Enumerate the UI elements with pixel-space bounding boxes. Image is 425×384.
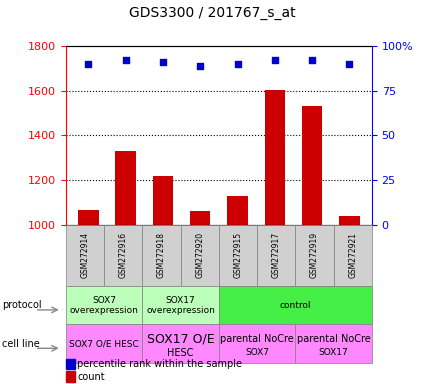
Text: GSM272921: GSM272921: [348, 232, 357, 278]
Text: SOX7
overexpression: SOX7 overexpression: [70, 296, 139, 315]
Text: SOX17
overexpression: SOX17 overexpression: [146, 296, 215, 315]
Point: [346, 61, 353, 67]
Text: GSM272914: GSM272914: [80, 232, 90, 278]
Bar: [302, 106, 323, 225]
Bar: [265, 89, 285, 225]
Text: GDS3300 / 201767_s_at: GDS3300 / 201767_s_at: [129, 6, 296, 20]
Point: [309, 57, 316, 63]
Text: parental NoCre: parental NoCre: [220, 334, 294, 344]
Point: [122, 57, 129, 63]
Bar: [78, 210, 99, 225]
Text: GSM272918: GSM272918: [157, 232, 166, 278]
Bar: [115, 151, 136, 225]
Bar: [339, 216, 360, 225]
Text: SOX17: SOX17: [319, 348, 348, 357]
Text: GSM272915: GSM272915: [233, 232, 243, 278]
Text: GSM272916: GSM272916: [119, 232, 128, 278]
Text: SOX7: SOX7: [245, 348, 269, 357]
Text: GSM272919: GSM272919: [310, 232, 319, 278]
Point: [272, 57, 278, 63]
Bar: [190, 211, 210, 225]
Bar: [227, 195, 248, 225]
Text: count: count: [77, 372, 105, 382]
Text: SOX7 O/E HESC: SOX7 O/E HESC: [69, 339, 139, 348]
Text: protocol: protocol: [2, 300, 42, 310]
Point: [159, 59, 166, 65]
Bar: [153, 175, 173, 225]
Point: [85, 61, 92, 67]
Point: [234, 61, 241, 67]
Text: percentile rank within the sample: percentile rank within the sample: [77, 359, 242, 369]
Text: GSM272917: GSM272917: [272, 232, 281, 278]
Text: control: control: [280, 301, 311, 310]
Text: GSM272920: GSM272920: [195, 232, 204, 278]
Text: cell line: cell line: [2, 339, 40, 349]
Text: HESC: HESC: [167, 348, 194, 358]
Text: SOX17 O/E: SOX17 O/E: [147, 332, 215, 345]
Point: [197, 63, 204, 69]
Text: parental NoCre: parental NoCre: [297, 334, 371, 344]
